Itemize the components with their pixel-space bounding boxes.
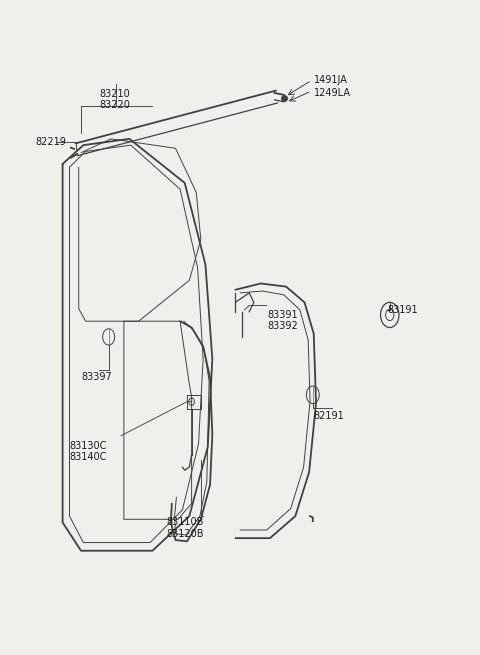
Text: 83130C
83140C: 83130C 83140C — [70, 441, 107, 462]
Text: 82191: 82191 — [314, 411, 345, 421]
Text: 1249LA: 1249LA — [314, 88, 351, 98]
Text: 83191: 83191 — [387, 305, 418, 315]
Text: 83397: 83397 — [81, 371, 112, 381]
Text: 83110B
83120B: 83110B 83120B — [166, 517, 204, 539]
Text: 83210
83220: 83210 83220 — [99, 88, 131, 110]
Text: 1491JA: 1491JA — [314, 75, 348, 85]
Text: 83391
83392: 83391 83392 — [268, 310, 299, 331]
Text: 82219: 82219 — [35, 137, 66, 147]
